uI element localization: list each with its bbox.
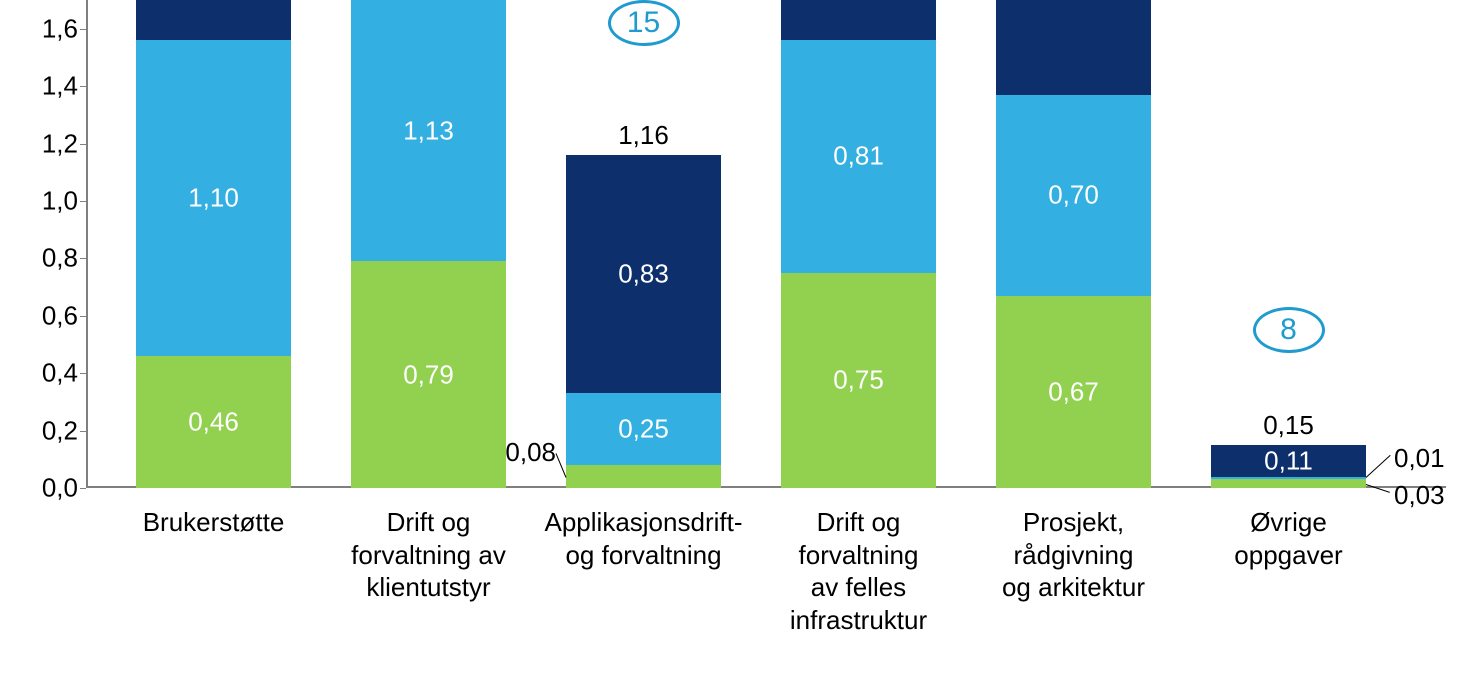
bar-segment: 0,79: [351, 261, 506, 488]
callout-badge: 8: [1253, 307, 1325, 353]
category-label-line: rådgivning: [1002, 539, 1145, 572]
category-label: Applikasjonsdrift-og forvaltning: [545, 506, 743, 571]
bar-segment: [566, 465, 721, 488]
y-tick-label: 1,2: [42, 128, 78, 159]
bar-segment-label: 0,81: [833, 141, 884, 172]
y-tick-label: 0,6: [42, 300, 78, 331]
category-label-line: forvaltning: [790, 539, 927, 572]
bar-segment: 0,83: [566, 155, 721, 393]
category-label: Drift ogforvaltningav fellesinfrastruktu…: [790, 506, 927, 636]
category-label: Brukerstøtte: [143, 506, 285, 539]
bar-segment: [996, 0, 1151, 95]
bar-segment: 0,81: [781, 40, 936, 273]
stacked-bar-chart: 0,0 0,2 0,4 0,6 0,8 1,0 1,2 1,4 1,6 0,46 1,10 Bruke…: [0, 0, 1462, 699]
category-label-line: Øvrige: [1234, 506, 1342, 539]
bar-segment: 0,25: [566, 393, 721, 465]
bar-segment-label-external: 0,08: [505, 437, 556, 468]
bar-segment-label: 0,11: [1264, 445, 1313, 476]
bar-segment-label: 0,67: [1048, 376, 1099, 407]
bar-segment: [1211, 477, 1366, 480]
leader-line: [1366, 455, 1391, 478]
category-label-line: Applikasjonsdrift-: [545, 506, 743, 539]
category-label-line: infrastruktur: [790, 604, 927, 637]
y-axis-line: [86, 0, 88, 488]
bar-segment: [136, 0, 291, 40]
bar-segment-label: 0,79: [403, 359, 454, 390]
bar-group: 0,75 0,81: [781, 0, 936, 488]
callout-badge: 15: [608, 0, 680, 46]
bar-segment-label: 1,13: [403, 115, 454, 146]
bar-total-label: 0,15: [1263, 410, 1314, 441]
category-label-line: oppgaver: [1234, 539, 1342, 572]
bar-total-label: 1,16: [618, 120, 669, 151]
category-label-line: klientutstyr: [351, 571, 506, 604]
y-tick-label: 1,4: [42, 71, 78, 102]
bar-group: 0,67 0,70: [996, 0, 1151, 488]
bar-segment: 0,75: [781, 273, 936, 488]
category-label-line: forvaltning av: [351, 539, 506, 572]
category-label: Drift ogforvaltning avklientutstyr: [351, 506, 506, 604]
bar-segment: 1,13: [351, 0, 506, 261]
y-tick-label: 1,6: [42, 13, 78, 44]
bar-group: 0,25 0,83: [566, 0, 721, 488]
bar-segment-label: 0,75: [833, 365, 884, 396]
bar-group: 0,46 1,10: [136, 0, 291, 488]
y-tick-mark: [80, 488, 86, 489]
plot-area: 0,461,10Brukerstøtte0,791,13Drift ogforv…: [86, 0, 1446, 488]
category-label: Prosjekt,rådgivningog arkitektur: [1002, 506, 1145, 604]
category-label-line: av felles: [790, 571, 927, 604]
category-label-line: Prosjekt,: [1002, 506, 1145, 539]
bar-segment-label-external: 0,01: [1394, 443, 1445, 474]
category-label-line: og arkitektur: [1002, 571, 1145, 604]
y-tick-label: 0,4: [42, 358, 78, 389]
leader-line: [556, 453, 567, 477]
bar-segment-label: 0,83: [618, 259, 669, 290]
bar-segment-label: 0,25: [618, 414, 669, 445]
bar-segment-label: 0,70: [1048, 180, 1099, 211]
bar-segment: [781, 0, 936, 40]
bar-segment-label: 1,10: [188, 183, 239, 214]
bar-segment: 0,67: [996, 296, 1151, 488]
category-label: Øvrigeoppgaver: [1234, 506, 1342, 571]
y-axis: 0,00,20,40,60,81,01,21,41,6: [0, 0, 86, 488]
y-tick-label: 0,8: [42, 243, 78, 274]
bar-segment: 1,10: [136, 40, 291, 356]
bar-group: 0,79 1,13: [351, 0, 506, 488]
y-tick-label: 1,0: [42, 185, 78, 216]
category-label-line: og forvaltning: [545, 539, 743, 572]
bar-segment-label-external: 0,03: [1394, 480, 1445, 511]
category-label-line: Brukerstøtte: [143, 506, 285, 539]
bar-segment: 0,70: [996, 95, 1151, 296]
y-tick-label: 0,2: [42, 415, 78, 446]
bar-segment: 0,46: [136, 356, 291, 488]
bar-segment: [1211, 479, 1366, 488]
bar-segment: 0,11: [1211, 445, 1366, 477]
category-label-line: Drift og: [351, 506, 506, 539]
bar-segment-label: 0,46: [188, 406, 239, 437]
category-label-line: Drift og: [790, 506, 927, 539]
y-tick-label: 0,0: [42, 473, 78, 504]
